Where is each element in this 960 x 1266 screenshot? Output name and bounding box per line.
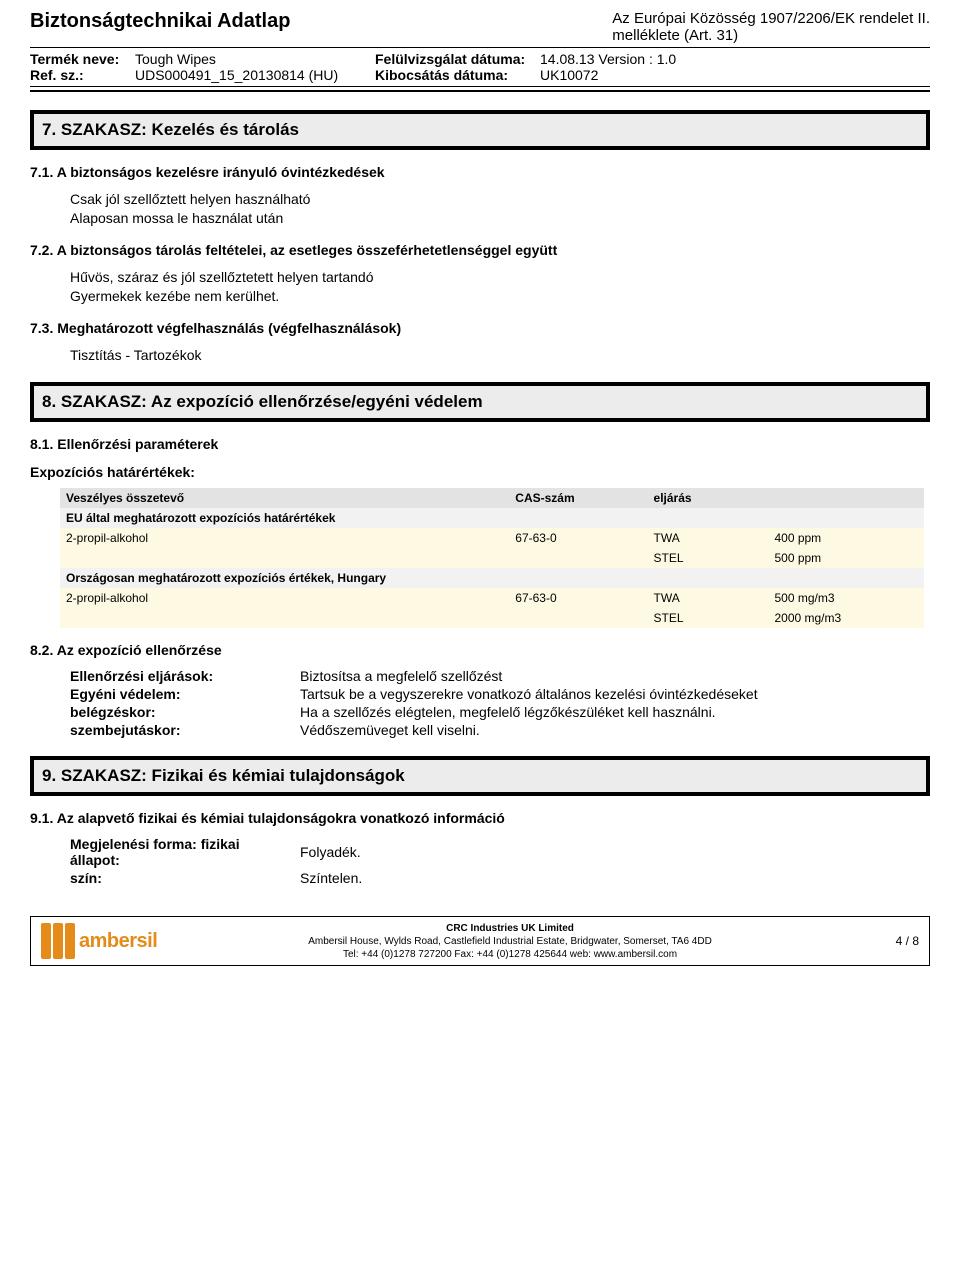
kv-key: belégzéskor:: [70, 704, 300, 720]
cell: [509, 548, 647, 568]
regulation-line2: melléklete (Art. 31): [612, 27, 930, 44]
heading-8-1: 8.1. Ellenőrzési paraméterek: [30, 436, 930, 452]
exposure-control-grid: Ellenőrzési eljárások: Biztosítsa a megf…: [70, 668, 930, 738]
kv-key: Ellenőrzési eljárások:: [70, 668, 300, 684]
heading-7-3: 7.3. Meghatározott végfelhasználás (végf…: [30, 320, 930, 336]
kv-val: Színtelen.: [300, 870, 930, 886]
page-number: 4 / 8: [859, 934, 919, 948]
rev-label: Felülvizsgálat dátuma:: [375, 51, 540, 67]
cell: [60, 548, 509, 568]
kv-key: szembejutáskor:: [70, 722, 300, 738]
cell: STEL: [648, 608, 769, 628]
table-header-row: Veszélyes összetevő CAS-szám eljárás: [60, 488, 924, 508]
col-component: Veszélyes összetevő: [60, 488, 509, 508]
exposure-table: Veszélyes összetevő CAS-szám eljárás EU …: [60, 488, 924, 628]
cell: STEL: [648, 548, 769, 568]
logo-bar-icon: [41, 923, 51, 959]
section-9-title: 9. SZAKASZ: Fizikai és kémiai tulajdonsá…: [30, 756, 930, 796]
cell: 2-propil-alkohol: [60, 588, 509, 608]
text-7-2: Hűvös, száraz és jól szellőztetett helye…: [70, 268, 930, 306]
heading-9-1: 9.1. Az alapvető fizikai és kémiai tulaj…: [30, 810, 930, 826]
section-7-title: 7. SZAKASZ: Kezelés és tárolás: [30, 110, 930, 150]
table-row: STEL 2000 mg/m3: [60, 608, 924, 628]
kv-key: Megjelenési forma: fizikai állapot:: [70, 836, 300, 868]
footer-address: Ambersil House, Wylds Road, Castlefield …: [308, 936, 712, 947]
logo-text: ambersil: [79, 930, 157, 953]
cell: 400 ppm: [768, 528, 924, 548]
product-label: Termék neve:: [30, 51, 135, 67]
cell: [60, 608, 509, 628]
meta-row: Termék neve: Tough Wipes Ref. sz.: UDS00…: [30, 51, 930, 83]
cell: 500 mg/m3: [768, 588, 924, 608]
divider: [30, 86, 930, 87]
sub-eu: EU által meghatározott expozíciós határé…: [60, 508, 924, 528]
table-row: 2-propil-alkohol 67-63-0 TWA 500 mg/m3: [60, 588, 924, 608]
doc-title: Biztonságtechnikai Adatlap: [30, 10, 290, 33]
issue-label: Kibocsátás dátuma:: [375, 67, 540, 83]
col-cas: CAS-szám: [509, 488, 647, 508]
header-bar: Biztonságtechnikai Adatlap Az Európai Kö…: [30, 10, 930, 44]
kv-val: Tartsuk be a vegyszerekre vonatkozó álta…: [300, 686, 930, 702]
cell: TWA: [648, 528, 769, 548]
table-subheader: EU által meghatározott expozíciós határé…: [60, 508, 924, 528]
heading-7-2: 7.2. A biztonságos tárolás feltételei, a…: [30, 242, 930, 258]
kv-key-line2: állapot:: [70, 852, 120, 868]
cell: 500 ppm: [768, 548, 924, 568]
product-value: Tough Wipes: [135, 51, 355, 67]
kv-key: szín:: [70, 870, 300, 886]
text-line: Hűvös, száraz és jól szellőztetett helye…: [70, 268, 930, 287]
kv-val: Folyadék.: [300, 844, 930, 860]
sub-hungary: Országosan meghatározott expozíciós érté…: [60, 568, 924, 588]
regulation-line1: Az Európai Közösség 1907/2206/EK rendele…: [612, 10, 930, 27]
logo-bar-icon: [53, 923, 63, 959]
footer-bar: ambersil CRC Industries UK Limited Amber…: [30, 916, 930, 966]
ref-value: UDS000491_15_20130814 (HU): [135, 67, 355, 83]
divider: [30, 90, 930, 92]
logo-bar-icon: [65, 923, 75, 959]
cell: TWA: [648, 588, 769, 608]
kv-val: Ha a szellőzés elégtelen, megfelelő légz…: [300, 704, 930, 720]
text-line: Tisztítás - Tartozékok: [70, 346, 930, 365]
text-line: Alaposan mossa le használat után: [70, 209, 930, 228]
rev-value: 14.08.13 Version : 1.0: [540, 51, 676, 67]
table-subheader: Országosan meghatározott expozíciós érté…: [60, 568, 924, 588]
cell: 2-propil-alkohol: [60, 528, 509, 548]
kv-val: Védőszemüveget kell viselni.: [300, 722, 930, 738]
table-row: 2-propil-alkohol 67-63-0 TWA 400 ppm: [60, 528, 924, 548]
exposure-label: Expozíciós határértékek:: [30, 464, 930, 480]
col-procedure: eljárás: [648, 488, 924, 508]
kv-key: Egyéni védelem:: [70, 686, 300, 702]
footer-address-block: CRC Industries UK Limited Ambersil House…: [161, 922, 859, 961]
text-7-3: Tisztítás - Tartozékok: [70, 346, 930, 365]
heading-8-2: 8.2. Az expozíció ellenőrzése: [30, 642, 930, 658]
ref-label: Ref. sz.:: [30, 67, 135, 83]
kv-val: Biztosítsa a megfelelő szellőzést: [300, 668, 930, 684]
ambersil-logo: ambersil: [41, 921, 161, 961]
cell: 67-63-0: [509, 588, 647, 608]
divider: [30, 47, 930, 48]
cell: 2000 mg/m3: [768, 608, 924, 628]
issue-value: UK10072: [540, 67, 676, 83]
physical-props-grid: Megjelenési forma: fizikai állapot: Foly…: [70, 836, 930, 886]
text-7-1: Csak jól szellőztett helyen használható …: [70, 190, 930, 228]
cell: [509, 608, 647, 628]
heading-7-1: 7.1. A biztonságos kezelésre irányuló óv…: [30, 164, 930, 180]
text-line: Csak jól szellőztett helyen használható: [70, 190, 930, 209]
footer-company: CRC Industries UK Limited: [446, 923, 574, 934]
text-line: Gyermekek kezébe nem kerülhet.: [70, 287, 930, 306]
table-row: STEL 500 ppm: [60, 548, 924, 568]
kv-key-line1: Megjelenési forma: fizikai: [70, 836, 240, 852]
section-8-title: 8. SZAKASZ: Az expozíció ellenőrzése/egy…: [30, 382, 930, 422]
cell: 67-63-0: [509, 528, 647, 548]
footer-contact: Tel: +44 (0)1278 727200 Fax: +44 (0)1278…: [343, 949, 677, 960]
regulation-title: Az Európai Közösség 1907/2206/EK rendele…: [612, 10, 930, 44]
